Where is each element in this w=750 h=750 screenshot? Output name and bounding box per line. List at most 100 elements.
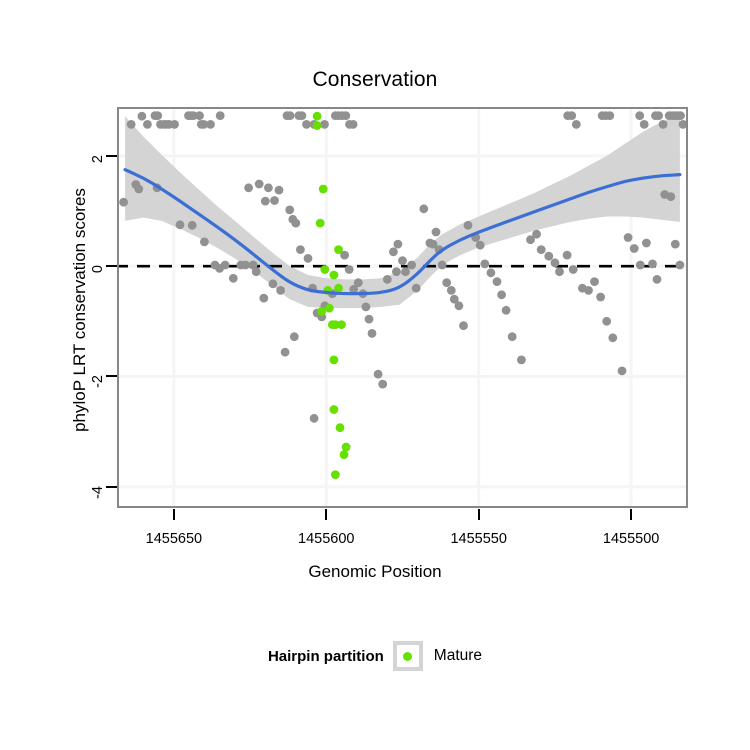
legend-key-mature[interactable]	[392, 641, 423, 671]
data-point	[324, 303, 334, 313]
data-point	[568, 265, 578, 274]
data-point	[353, 278, 363, 288]
data-point	[501, 305, 511, 315]
data-point	[454, 301, 464, 311]
data-point	[389, 247, 398, 257]
data-point	[459, 321, 468, 331]
data-point	[666, 192, 676, 202]
data-point	[507, 332, 517, 342]
data-point	[428, 239, 438, 249]
data-point	[398, 256, 407, 265]
data-point	[264, 183, 273, 193]
data-point	[623, 233, 633, 242]
data-point	[349, 284, 359, 294]
x-tick-label: 1455600	[298, 531, 355, 547]
x-tick-label: 1455650	[145, 531, 203, 547]
data-point	[215, 111, 225, 120]
x-tick-mark	[325, 509, 328, 520]
data-point	[126, 120, 136, 129]
data-point	[337, 320, 346, 329]
y-tick-label: 2	[90, 154, 106, 163]
legend-title: Hairpin partition	[267, 647, 384, 665]
legend-marker-icon	[403, 651, 413, 661]
data-point	[678, 120, 686, 129]
data-point	[605, 111, 615, 120]
legend-label-mature: Mature	[433, 647, 483, 664]
data-point	[315, 218, 325, 228]
data-point	[268, 279, 278, 289]
data-point	[373, 369, 383, 379]
data-point	[536, 245, 546, 255]
data-point	[652, 275, 662, 284]
y-tick-mark	[106, 375, 117, 378]
data-point	[364, 314, 374, 324]
y-tick-label: -4	[90, 485, 106, 499]
data-point	[270, 196, 279, 205]
series-mature	[312, 111, 351, 479]
data-point	[276, 286, 285, 295]
x-tick-mark	[630, 509, 633, 520]
data-point	[446, 286, 456, 295]
data-point	[248, 260, 258, 270]
y-tick-label: -2	[90, 375, 106, 389]
y-tick-mark	[106, 154, 117, 157]
data-point	[411, 283, 421, 293]
data-point	[602, 316, 612, 326]
data-point	[143, 120, 152, 129]
data-point	[153, 111, 163, 120]
data-point	[285, 205, 295, 215]
data-point	[486, 268, 496, 278]
data-point	[648, 259, 657, 269]
data-point	[378, 379, 388, 389]
data-point	[200, 237, 209, 247]
data-point	[463, 220, 473, 230]
data-point	[309, 413, 319, 423]
data-point	[329, 405, 339, 414]
data-point	[419, 204, 429, 214]
y-axis-title: phyloP LRT conservation scores	[70, 188, 89, 432]
data-point	[189, 111, 198, 120]
data-point	[329, 270, 339, 280]
data-point	[285, 111, 295, 120]
data-point	[442, 278, 452, 288]
data-point	[289, 332, 299, 342]
data-point	[629, 244, 639, 253]
data-point	[658, 120, 668, 129]
data-point	[480, 259, 490, 269]
trend-line	[123, 168, 682, 296]
data-point	[642, 238, 651, 248]
data-point	[555, 267, 564, 277]
data-point	[259, 293, 269, 303]
data-point	[260, 196, 270, 206]
scatter-plot-svg	[119, 109, 686, 506]
data-point	[206, 120, 215, 129]
confidence-band	[125, 115, 680, 309]
data-point	[320, 265, 330, 274]
data-point	[303, 254, 313, 263]
data-point	[517, 355, 526, 365]
data-point	[341, 442, 351, 452]
x-tick-label: 1455500	[602, 531, 660, 547]
data-point	[544, 251, 554, 261]
data-point	[550, 258, 560, 268]
data-point	[244, 183, 253, 193]
x-tick-mark	[172, 509, 175, 520]
data-point	[318, 184, 328, 194]
data-point	[654, 111, 663, 120]
page-title: Conservation	[312, 68, 438, 91]
data-point	[526, 235, 535, 245]
data-point	[670, 239, 680, 249]
data-point	[187, 220, 197, 230]
data-point	[348, 120, 358, 129]
x-tick-label: 1455550	[450, 531, 507, 547]
data-point	[331, 320, 340, 329]
data-point	[254, 179, 264, 189]
data-point	[195, 111, 204, 120]
data-point	[532, 229, 541, 239]
data-point	[596, 292, 605, 302]
y-tick-mark	[106, 265, 117, 268]
data-point	[335, 423, 345, 433]
data-point	[492, 277, 502, 286]
data-point	[220, 260, 230, 270]
